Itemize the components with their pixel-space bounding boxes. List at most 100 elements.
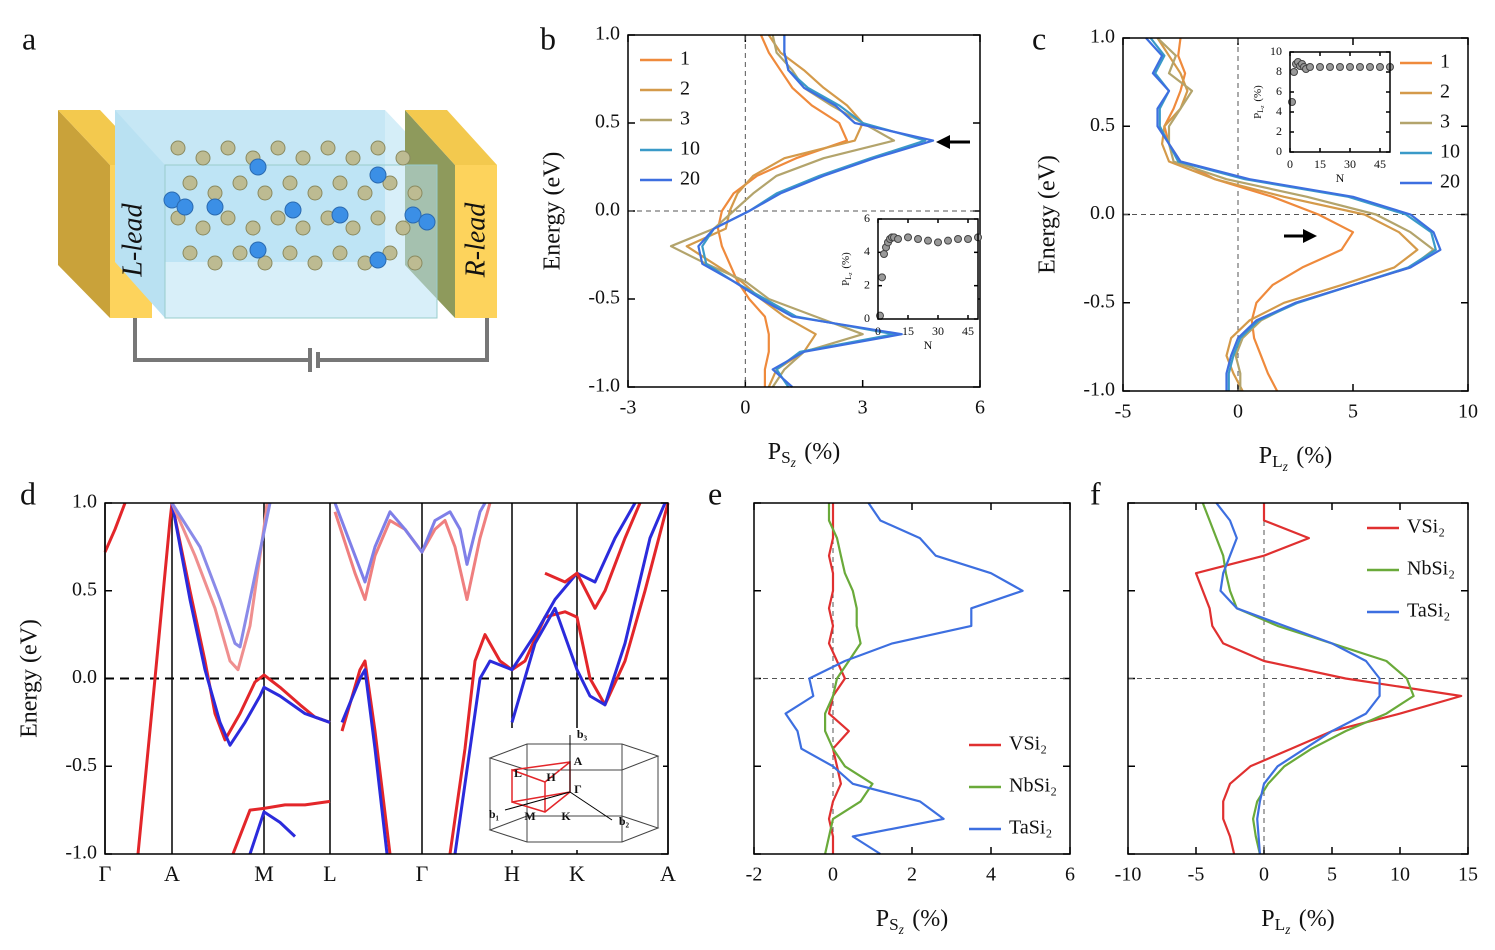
point <box>1316 63 1324 71</box>
axis-title: PSz (%) <box>768 439 840 470</box>
x-tick-label: H <box>504 861 520 886</box>
x-tick-label: 0 <box>828 864 838 886</box>
atom <box>176 198 194 216</box>
axis-title: PLz (%) <box>1261 906 1334 937</box>
axes-frame <box>1127 502 1469 855</box>
axis-title-subsub: z <box>848 272 854 276</box>
bz-label: b₁ <box>489 807 500 821</box>
atom <box>270 210 286 226</box>
atom <box>245 220 261 236</box>
axis-title-subsub: z <box>790 455 796 470</box>
series-line <box>685 34 864 388</box>
point <box>1376 63 1384 71</box>
y-tick-label: 0.0 <box>595 199 620 221</box>
axis-title-unit: (%) <box>804 439 840 465</box>
x-tick-label: K <box>569 861 585 886</box>
atom <box>249 158 267 176</box>
x-tick-label: 10 <box>1390 864 1410 886</box>
band-line <box>544 502 642 610</box>
legend-label: VSi₂ <box>1407 516 1445 538</box>
atom <box>370 140 386 156</box>
point <box>1366 63 1374 71</box>
atom <box>418 213 436 231</box>
x-tick-label: 6 <box>1065 864 1075 886</box>
atom <box>332 175 348 191</box>
x-tick-label: 0 <box>1287 157 1293 171</box>
x-tick-label: M <box>254 861 274 886</box>
axis-title-unit: (%) <box>912 906 948 932</box>
x-tick-label: 6 <box>975 397 985 419</box>
arrow <box>1284 229 1317 243</box>
axis-title-subsub: z <box>898 922 904 937</box>
atom <box>345 220 361 236</box>
atom <box>369 251 387 269</box>
series-line <box>1156 37 1435 391</box>
atom <box>295 150 311 166</box>
band-line <box>136 502 174 855</box>
plot: 0 15 30 45 0 2 4 6 <box>864 211 982 338</box>
axis-title-unit: (%) <box>1296 443 1332 469</box>
atom <box>320 140 336 156</box>
x-tick-label: L <box>323 861 336 886</box>
atom <box>370 210 386 226</box>
legend-label: 20 <box>1440 171 1460 193</box>
axis-title: Energy (eV) <box>17 619 43 738</box>
band-line <box>248 810 297 855</box>
band-line <box>231 799 331 855</box>
x-tick-label: 2 <box>907 864 917 886</box>
atom <box>282 245 298 261</box>
x-tick-label: -5 <box>1188 864 1205 886</box>
atom <box>220 210 236 226</box>
point <box>878 273 886 282</box>
panel-label: a <box>22 20 36 56</box>
x-tick-label: -5 <box>1115 401 1132 423</box>
point <box>894 235 902 243</box>
series-line <box>697 35 935 388</box>
brillouin-zone: L H AΓ M Kb₁ b₂ b₃ <box>483 727 663 850</box>
atom <box>195 220 211 236</box>
atom <box>407 185 423 201</box>
legend-label: NbSi₂ <box>1407 558 1455 580</box>
y-tick-label: 1.0 <box>1090 26 1115 48</box>
atom <box>331 206 349 224</box>
lead-top <box>405 110 497 165</box>
box-front <box>164 164 438 319</box>
axis-title-unit: (%) <box>1252 85 1264 102</box>
x-tick-label: 15 <box>1458 864 1478 886</box>
axis-title-sub: L <box>844 275 853 280</box>
atom <box>395 220 411 236</box>
y-tick-label: 0 <box>1276 144 1282 158</box>
axis-title-base: P <box>768 439 781 465</box>
lead-side <box>58 110 110 318</box>
x-tick-label: 4 <box>986 864 996 886</box>
x-tick-label: 0 <box>1233 401 1243 423</box>
device-diagram <box>58 110 497 372</box>
band-line <box>453 502 637 855</box>
lead-label: R-lead <box>460 202 491 279</box>
axis-title: PSz (%) <box>876 906 948 937</box>
series-line <box>1194 503 1463 855</box>
atom <box>282 175 298 191</box>
x-tick-label: 15 <box>1314 157 1326 171</box>
bz-label: M <box>524 809 535 823</box>
atom <box>182 175 198 191</box>
axes-frame <box>627 34 981 388</box>
series-line <box>1215 502 1381 855</box>
x-tick-label: 3 <box>858 397 868 419</box>
band-line <box>170 502 272 649</box>
series-line <box>1163 37 1355 392</box>
point <box>880 250 888 258</box>
atom <box>395 150 411 166</box>
point <box>934 238 942 247</box>
panel-label: d <box>20 475 36 511</box>
y-tick-label: 8 <box>1276 64 1282 78</box>
plot: -2 0 2 4 6 VSi₂ NbSi₂ TaSi₂ <box>746 502 1075 886</box>
legend-label: 3 <box>1440 111 1450 133</box>
series-line <box>824 503 874 855</box>
plot: 0 15 30 45 0 2 4 6 8 10 <box>1270 44 1394 171</box>
atom <box>270 140 286 156</box>
axes-frame <box>1289 51 1391 153</box>
atom <box>170 140 186 156</box>
y-tick-label: 0.5 <box>72 578 97 600</box>
